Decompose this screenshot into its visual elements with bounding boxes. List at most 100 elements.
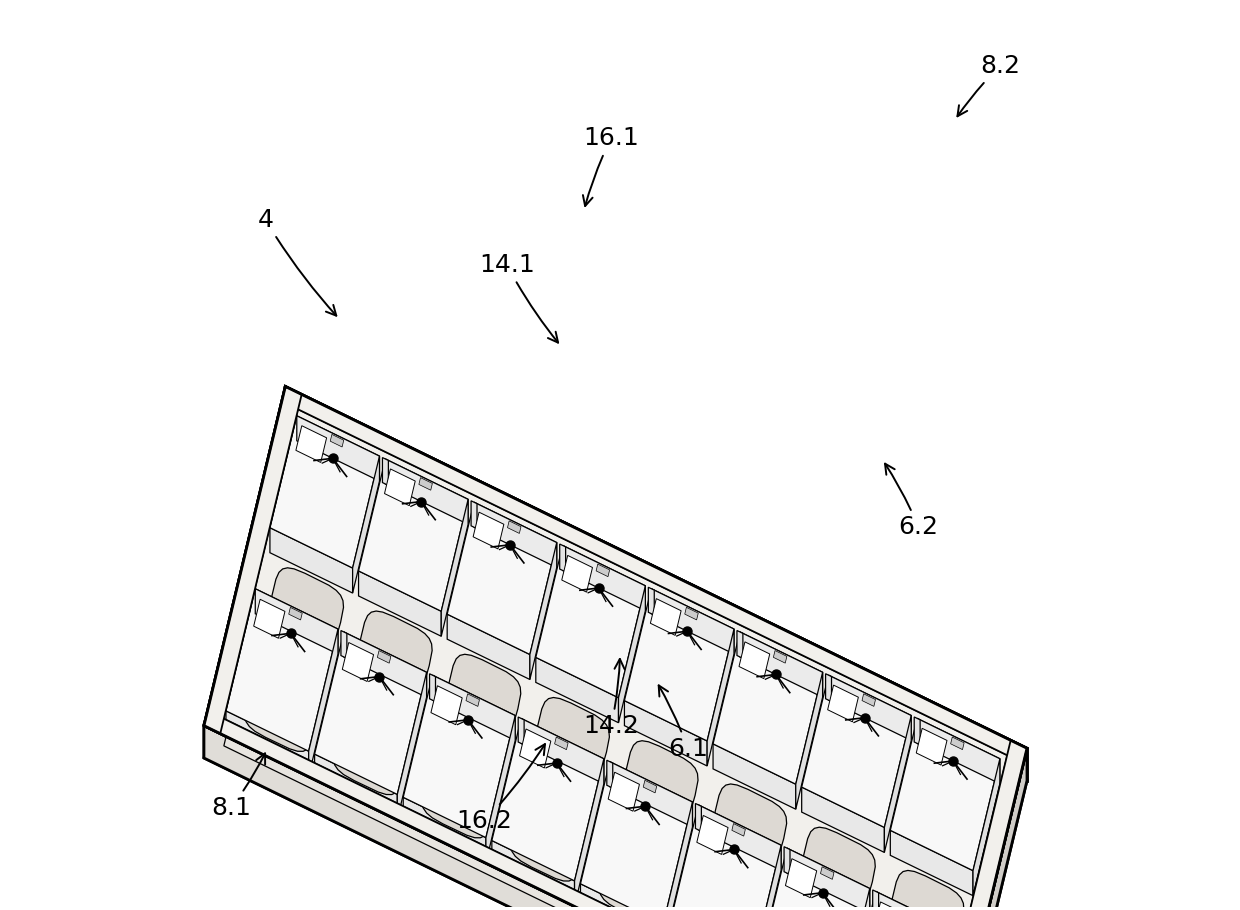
Text: 8.2: 8.2 xyxy=(957,54,1019,116)
Polygon shape xyxy=(296,416,379,481)
Polygon shape xyxy=(554,737,568,750)
Polygon shape xyxy=(758,848,869,910)
Polygon shape xyxy=(203,387,301,733)
Text: 16.2: 16.2 xyxy=(456,744,546,834)
Polygon shape xyxy=(751,845,781,910)
Polygon shape xyxy=(563,545,645,611)
Polygon shape xyxy=(382,458,388,485)
Text: 14.1: 14.1 xyxy=(479,253,558,343)
Polygon shape xyxy=(644,780,657,793)
Polygon shape xyxy=(254,600,285,638)
Polygon shape xyxy=(802,787,884,853)
Polygon shape xyxy=(441,500,469,636)
Polygon shape xyxy=(352,456,379,593)
Polygon shape xyxy=(574,759,604,905)
Polygon shape xyxy=(492,841,574,905)
Polygon shape xyxy=(521,718,604,784)
Polygon shape xyxy=(740,632,822,697)
Polygon shape xyxy=(471,561,543,634)
Polygon shape xyxy=(432,686,463,724)
Polygon shape xyxy=(315,632,427,794)
Polygon shape xyxy=(466,693,480,706)
Polygon shape xyxy=(774,651,787,663)
Polygon shape xyxy=(474,512,503,549)
Polygon shape xyxy=(698,805,781,870)
Polygon shape xyxy=(619,586,645,723)
Polygon shape xyxy=(918,718,999,784)
Polygon shape xyxy=(559,544,565,571)
Polygon shape xyxy=(841,888,869,910)
Polygon shape xyxy=(916,728,947,765)
Polygon shape xyxy=(737,631,743,659)
Polygon shape xyxy=(929,741,1027,910)
Polygon shape xyxy=(663,802,692,910)
Polygon shape xyxy=(422,764,495,838)
Polygon shape xyxy=(309,629,339,776)
Polygon shape xyxy=(203,419,1027,910)
Polygon shape xyxy=(471,501,477,529)
Polygon shape xyxy=(492,718,604,881)
Polygon shape xyxy=(358,571,441,636)
Polygon shape xyxy=(448,614,529,680)
Polygon shape xyxy=(890,830,973,895)
Polygon shape xyxy=(890,871,963,910)
Polygon shape xyxy=(536,697,609,774)
Polygon shape xyxy=(255,589,339,654)
Polygon shape xyxy=(596,564,610,577)
Polygon shape xyxy=(625,701,707,766)
Polygon shape xyxy=(486,715,516,863)
Text: 4: 4 xyxy=(258,207,336,316)
Text: 14.2: 14.2 xyxy=(583,659,639,738)
Polygon shape xyxy=(785,859,817,897)
Polygon shape xyxy=(890,718,999,871)
Polygon shape xyxy=(802,675,911,827)
Polygon shape xyxy=(244,678,317,752)
Polygon shape xyxy=(732,824,745,836)
Polygon shape xyxy=(973,759,999,895)
Polygon shape xyxy=(914,776,987,851)
Polygon shape xyxy=(696,804,702,832)
Polygon shape xyxy=(419,478,433,490)
Polygon shape xyxy=(946,748,1027,910)
Polygon shape xyxy=(536,657,619,723)
Polygon shape xyxy=(511,807,583,881)
Text: 6.2: 6.2 xyxy=(885,464,939,540)
Polygon shape xyxy=(862,693,875,706)
Polygon shape xyxy=(382,517,455,592)
Polygon shape xyxy=(670,805,781,910)
Polygon shape xyxy=(606,760,613,788)
Polygon shape xyxy=(599,851,672,910)
Polygon shape xyxy=(270,568,343,644)
Polygon shape xyxy=(285,387,1027,781)
Text: 8.1: 8.1 xyxy=(211,753,265,820)
Polygon shape xyxy=(784,846,790,875)
Polygon shape xyxy=(342,642,373,682)
Polygon shape xyxy=(358,459,469,612)
Polygon shape xyxy=(377,651,391,663)
Polygon shape xyxy=(825,733,898,807)
Polygon shape xyxy=(289,607,303,620)
Polygon shape xyxy=(386,459,469,524)
Polygon shape xyxy=(580,762,692,910)
Polygon shape xyxy=(821,866,835,879)
Polygon shape xyxy=(507,521,521,533)
Polygon shape xyxy=(802,827,875,904)
Polygon shape xyxy=(433,675,516,741)
Polygon shape xyxy=(403,797,486,863)
Polygon shape xyxy=(343,632,427,697)
Polygon shape xyxy=(203,725,946,910)
Polygon shape xyxy=(828,675,911,741)
Polygon shape xyxy=(647,647,720,721)
Polygon shape xyxy=(448,654,521,731)
Polygon shape xyxy=(341,631,347,659)
Polygon shape xyxy=(697,815,728,854)
Text: 6.1: 6.1 xyxy=(658,685,708,761)
Polygon shape xyxy=(688,894,760,910)
Polygon shape xyxy=(737,690,810,764)
Polygon shape xyxy=(580,884,663,910)
Text: 16.1: 16.1 xyxy=(583,126,639,206)
Polygon shape xyxy=(448,502,557,654)
Polygon shape xyxy=(203,387,285,758)
Polygon shape xyxy=(562,555,593,592)
Polygon shape xyxy=(713,743,796,809)
